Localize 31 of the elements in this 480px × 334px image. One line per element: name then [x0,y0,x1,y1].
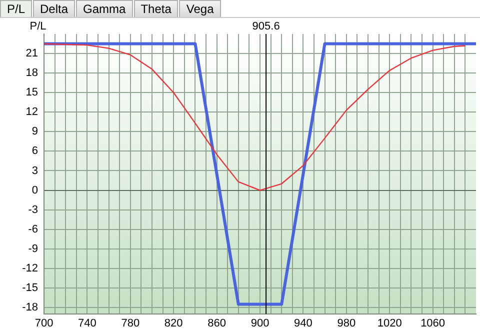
text: P/L [0,0,32,17]
x-tick-label: 780 [121,318,140,330]
text: Gamma [76,0,133,17]
x-tick-label: 900 [250,318,270,330]
y-tick-label: 15 [26,86,38,99]
y-tick-label: -15 [22,282,38,294]
text: Delta [33,0,76,17]
y-tick-label: -3 [28,204,38,216]
text: Theta [134,0,178,17]
y-tick-label: -12 [22,262,38,274]
x-tick-label: 1020 [377,318,402,330]
ref-line-label: 905.6 [252,20,280,33]
y-tick-label: -18 [22,302,38,314]
y-tick-label: 3 [32,164,38,177]
y-tick-label: -6 [28,223,38,236]
y-tick-label: 21 [26,48,38,60]
y-tick-label: 0 [32,184,38,196]
y-tick-label: -9 [28,242,38,255]
y-tick-label: 6 [32,145,38,158]
y-tick-label: 12 [26,106,38,118]
y-axis-title: P/L [30,20,46,33]
x-tick-label: 1060 [420,318,446,330]
x-tick-label: 940 [294,318,312,330]
x-tick-label: 980 [337,318,356,330]
x-tick-label: 820 [164,318,183,330]
x-tick-label: 740 [78,318,96,330]
text: Vega [179,0,221,17]
x-tick-label: 700 [34,318,54,330]
y-tick-label: 18 [26,67,38,80]
y-tick-label: 9 [32,126,38,138]
x-tick-label: 860 [208,318,226,330]
